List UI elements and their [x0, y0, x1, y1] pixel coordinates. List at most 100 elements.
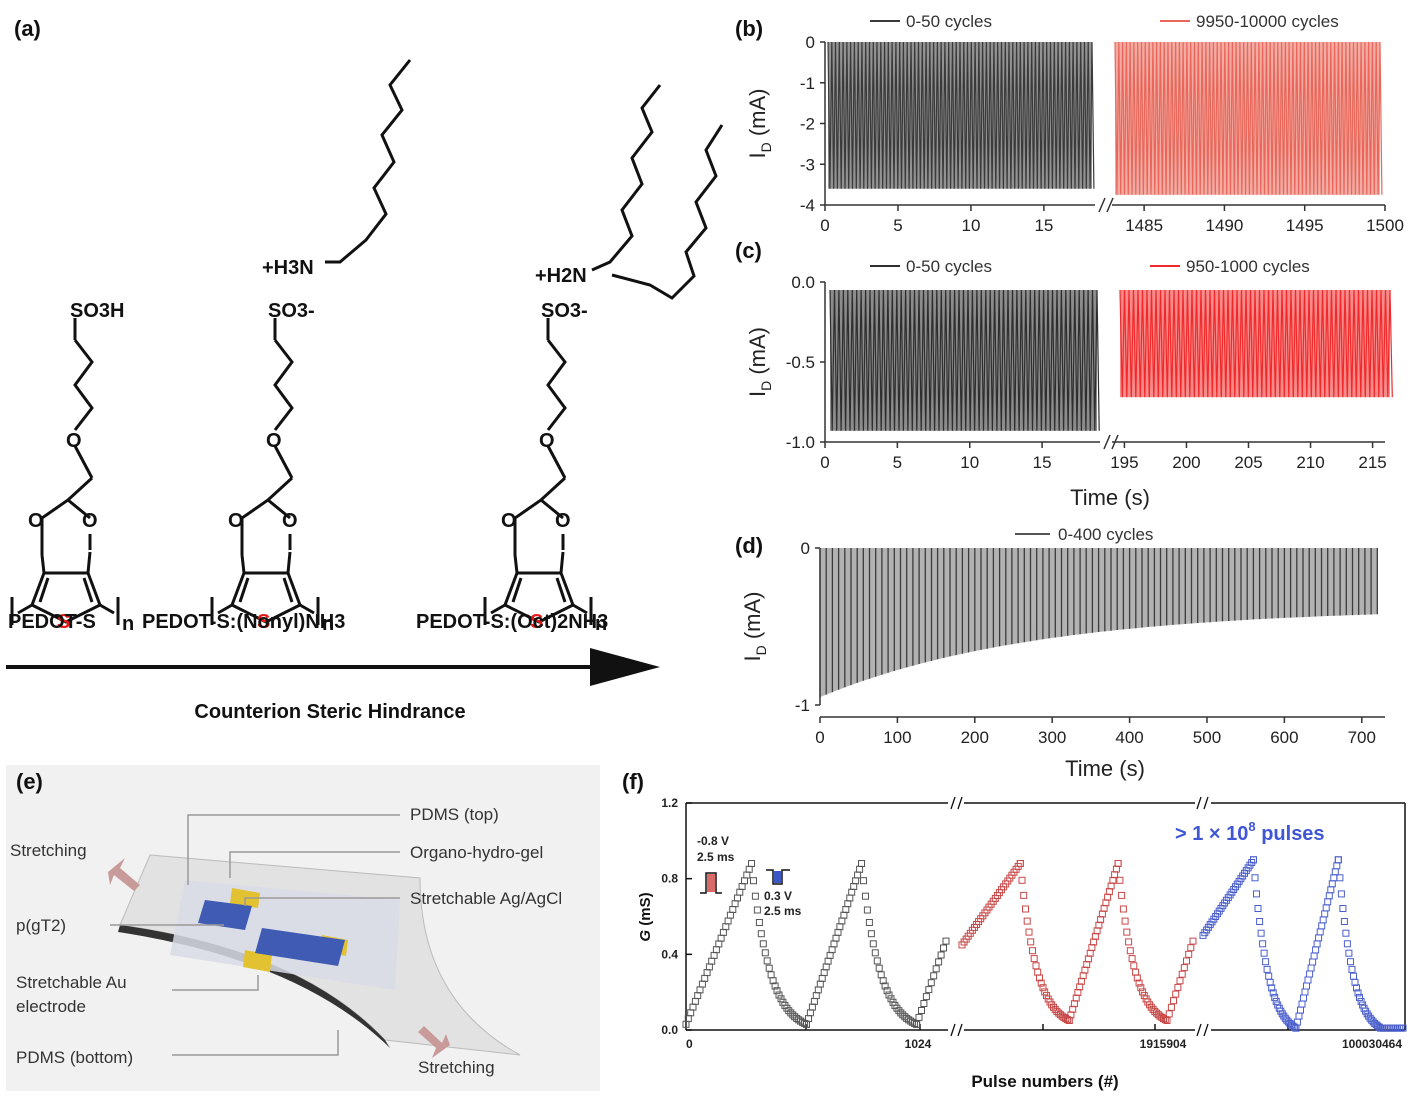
scatter-point — [753, 906, 761, 914]
x-tick-label: 300 — [1038, 728, 1066, 747]
scatter-point — [1318, 922, 1326, 930]
panel-a-label: (a) — [14, 16, 41, 41]
legend-label: 0-50 cycles — [906, 12, 992, 31]
y-axis-label-unit: (mA) — [745, 88, 770, 142]
scatter-point — [836, 923, 844, 931]
repeat-n-2: n — [322, 613, 334, 635]
scatter-point — [806, 1009, 814, 1017]
scatter-point — [717, 934, 725, 942]
scatter-point — [694, 992, 702, 1000]
agcl-block — [198, 900, 252, 930]
scatter-point — [828, 946, 836, 954]
panel-b-label: (b) — [735, 16, 763, 41]
scatter-point — [937, 951, 945, 959]
molecule-pedot-s-oct2 — [483, 84, 724, 625]
x-tick-label: 600 — [1270, 728, 1298, 747]
scatter-point — [1312, 946, 1320, 954]
scatter-point — [856, 865, 864, 873]
scatter-point — [1316, 928, 1324, 936]
x-tick-label: 0 — [686, 1037, 693, 1051]
x-tick-label: 100 — [883, 728, 911, 747]
scatter-point — [863, 906, 871, 914]
scatter-point — [1340, 918, 1348, 925]
scatter-point — [724, 917, 732, 925]
scatter-point — [1325, 892, 1333, 900]
y-axis-label-unit: (mS) — [637, 892, 654, 930]
scatter-point — [1251, 874, 1259, 882]
scatter-point — [862, 892, 869, 900]
group-so3h: SO3H — [70, 300, 124, 322]
scatter-point — [875, 964, 883, 972]
scatter-point — [1128, 955, 1136, 963]
label-pgt2: p(gT2) — [16, 916, 66, 935]
ether-oxygen-1: O — [66, 430, 82, 452]
y-axis-label: ID (mA) — [745, 88, 774, 158]
scatter-point — [808, 1003, 816, 1011]
panel-c-label: (c) — [735, 238, 762, 263]
y-axis-label-unit: (mA) — [740, 591, 765, 645]
scatter-point — [1336, 874, 1344, 882]
cation-h2n: +H2N — [535, 265, 587, 287]
scatter-point — [940, 944, 947, 952]
scatter-point — [1172, 990, 1180, 998]
label-au-line1: Stretchable Au — [16, 973, 127, 992]
scatter-point — [1165, 1010, 1173, 1018]
chart-b: 0 -1 -2 -3 -4 0 5 10 15 0-50 cycles 1485 1490 1495 15… — [745, 12, 1404, 235]
axis-break — [957, 1023, 963, 1037]
panel-c: (c) 0.0 -0.5 -1.0 0 5 10 15 0-50 cycles 195 200 20… — [735, 238, 1393, 510]
scatter-point — [726, 911, 734, 919]
repeat-n-3: n — [595, 613, 607, 635]
scatter-point — [1167, 1003, 1175, 1011]
panel-e: (e) PDMS (top) Organo-hydro-gel Stretcha… — [6, 765, 600, 1091]
scatter-point — [1301, 988, 1309, 996]
scatter-point — [1310, 952, 1318, 960]
x-tick-label: 215 — [1358, 453, 1386, 472]
scatter-point — [1350, 972, 1357, 980]
scatter-point — [801, 1019, 809, 1027]
scatter-point — [1356, 993, 1363, 1001]
scatter-point — [698, 980, 706, 988]
scatter-point — [1319, 916, 1327, 924]
compound-name-1: PEDOT-S — [8, 611, 96, 633]
series-line — [1119, 289, 1393, 398]
scatter-point — [925, 986, 933, 994]
scatter-point — [1265, 972, 1273, 980]
stretch-arrow-left — [108, 858, 140, 891]
arrow-label: Counterion Steric Hindrance — [194, 701, 465, 723]
scatter-point — [852, 877, 860, 885]
scatter-point — [1257, 929, 1265, 937]
panel-f-label: (f) — [622, 769, 644, 794]
compound-name-2: PEDOT-S:(Nonyl)NH3 — [142, 611, 345, 633]
axis-break — [1111, 434, 1119, 450]
y-tick-label: 0 — [801, 539, 810, 558]
scatter-point — [712, 946, 720, 954]
scatter-point — [1347, 958, 1354, 966]
scatter-point — [1309, 958, 1317, 966]
group-so3-1: SO3- — [268, 300, 315, 322]
y-tick-label: -1 — [800, 74, 815, 93]
scatter-point — [1304, 976, 1312, 984]
panel-d: (d) 0 -1 0 100 200 300 400 500 600 700 0-400 cycle… — [735, 525, 1385, 781]
label-agcl: Stretchable Ag/AgCl — [410, 889, 562, 908]
y-axis-label-main: I — [740, 655, 765, 661]
scatter-point — [812, 992, 820, 1000]
scatter-point — [1022, 905, 1029, 913]
scatter-point — [1342, 929, 1350, 937]
ring-oxygen-3b: O — [555, 510, 571, 532]
scatter-point — [1331, 868, 1339, 876]
scatter-point — [1268, 984, 1276, 992]
scatter-point — [1256, 918, 1264, 925]
scatter-point — [708, 957, 716, 965]
scatter-point — [767, 971, 775, 979]
scatter-point — [922, 993, 930, 1001]
scatter-point — [881, 982, 889, 990]
y-tick-label: -4 — [800, 196, 815, 215]
scatter-point — [1300, 994, 1307, 1002]
y-axis-label-sub: D — [758, 142, 774, 152]
scatter-point — [1263, 965, 1271, 973]
y-tick-label: -1 — [795, 696, 810, 715]
axis-break — [950, 796, 956, 810]
x-tick-label: 195 — [1110, 453, 1138, 472]
x-axis-label: Time (s) — [1065, 756, 1145, 781]
pgt2-channel — [255, 928, 345, 966]
